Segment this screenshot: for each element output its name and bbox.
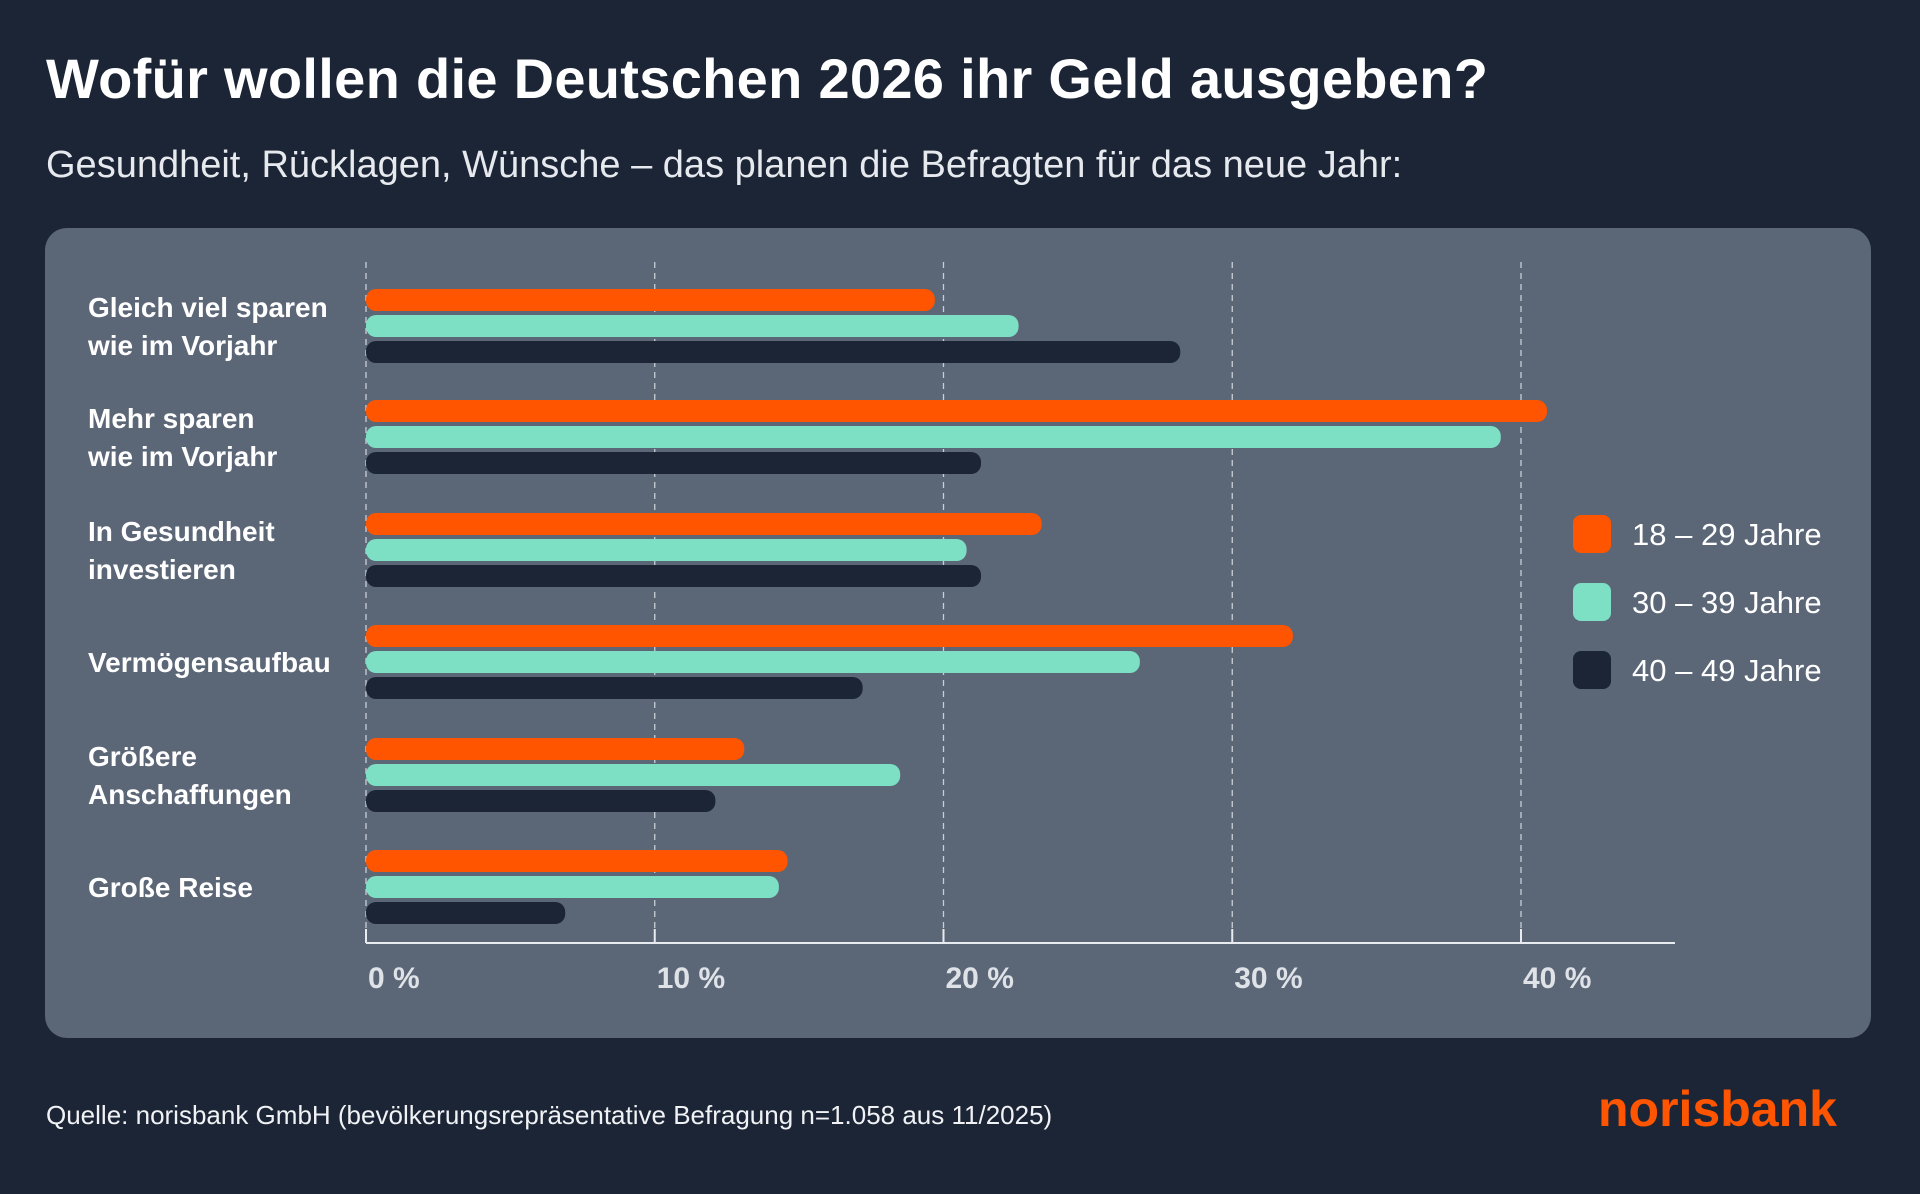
bar (366, 315, 1019, 337)
category-label: Größere (88, 741, 197, 772)
x-tick-label: 20 % (946, 962, 1014, 995)
category-label: Gleich viel sparen (88, 292, 328, 323)
bar (366, 539, 967, 561)
x-tick-label: 10 % (657, 962, 725, 995)
bar (366, 738, 745, 760)
bar (366, 341, 1181, 363)
bar (366, 902, 566, 924)
legend-label: 30 – 39 Jahre (1632, 585, 1822, 620)
bar (366, 513, 1042, 535)
category-label: Vermögensaufbau (88, 647, 331, 678)
bar (366, 790, 716, 812)
legend-swatch (1573, 651, 1611, 689)
bar (366, 625, 1293, 647)
x-tick-label: 30 % (1234, 962, 1302, 995)
norisbank-logo: norisbank (1598, 1081, 1837, 1137)
bar (366, 565, 982, 587)
bar (366, 426, 1501, 448)
bar (366, 452, 982, 474)
x-tick-label: 0 % (368, 962, 420, 995)
category-label: wie im Vorjahr (87, 441, 277, 472)
category-label: wie im Vorjahr (87, 330, 277, 361)
category-label: Große Reise (88, 872, 253, 903)
bar (366, 289, 935, 311)
chart-subtitle: Gesundheit, Rücklagen, Wünsche – das pla… (46, 144, 1403, 186)
legend-swatch (1573, 515, 1611, 553)
bar (366, 876, 779, 898)
category-label: Mehr sparen (88, 403, 255, 434)
legend-swatch (1573, 583, 1611, 621)
chart-title: Wofür wollen die Deutschen 2026 ihr Geld… (46, 47, 1489, 110)
bar (366, 677, 863, 699)
bar (366, 850, 788, 872)
bar (366, 651, 1140, 673)
category-label: investieren (88, 554, 236, 585)
category-label: In Gesundheit (88, 516, 275, 547)
bar (366, 764, 901, 786)
legend-label: 18 – 29 Jahre (1632, 517, 1822, 552)
legend-label: 40 – 49 Jahre (1632, 653, 1822, 688)
category-label: Anschaffungen (88, 779, 292, 810)
bar (366, 400, 1547, 422)
x-tick-label: 40 % (1523, 962, 1591, 995)
source-note: Quelle: norisbank GmbH (bevölkerungsrepr… (46, 1100, 1053, 1130)
